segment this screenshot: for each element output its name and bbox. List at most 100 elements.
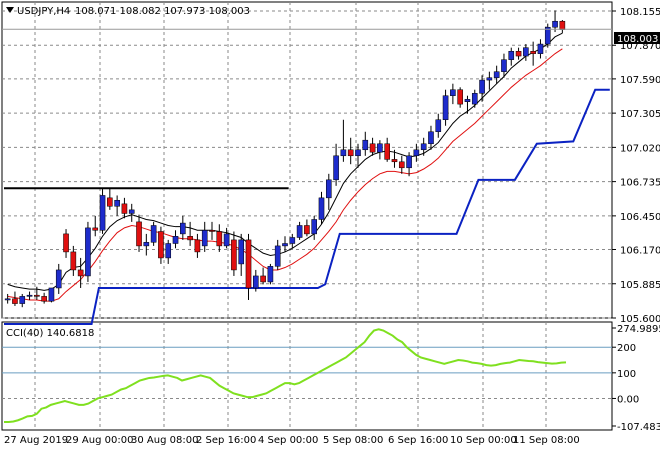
cci-tick-label: 274.9895 [617,324,660,335]
candle-body [340,149,347,157]
candle-body [260,275,266,283]
candle-body [355,149,361,157]
candle-body [172,236,179,244]
candle-body [486,77,493,81]
candle-body [362,139,369,151]
candle-body [85,227,91,277]
ohlc-label: 108.071 108.082 107.973 108.003 [75,6,250,17]
cci-tick-label: 200 [617,343,636,354]
candle-body [347,149,354,157]
candle-body [515,51,522,57]
price-tick-label: 106.450 [620,212,660,223]
grid [2,2,612,430]
time-tick-label: 30 Aug 08:00 [131,435,198,446]
price-tag: 108.003 [617,34,658,45]
cci-axis: 274.9895 200 100 0.00 -107.4838 [612,324,660,433]
candle-body [325,179,332,199]
candle-body [435,119,442,133]
price-tag-box [614,32,660,44]
ma-red-line [7,48,563,302]
time-tick-label: 10 Sep 00:00 [450,435,517,446]
candle-body [107,197,113,207]
candle-body [231,239,237,271]
candle-body [384,143,390,160]
candle-body [150,225,157,243]
candle-body [114,199,120,207]
candle-body [136,221,142,247]
cci-line [4,328,567,424]
candle-body [501,59,507,72]
candle-body [216,231,223,247]
candle-body [282,243,288,247]
candle-body [333,155,339,181]
price-tick-label: 107.870 [620,41,660,52]
candle-body [63,233,69,253]
candle-body [523,47,529,57]
candle-body [187,236,193,241]
symbol-label: USDJPY,H4 [17,6,70,17]
candle-body [55,269,62,289]
candle-body [34,294,40,297]
cci-panel [1,321,613,431]
cci-tick-label: -107.4838 [617,422,660,433]
price-tick-label: 107.590 [620,75,660,86]
candle-body [479,79,485,94]
candle-body [121,203,128,214]
candle-body [223,233,230,247]
candle-body [544,26,551,45]
collapse-triangle-icon[interactable] [6,7,14,13]
candle-body [253,275,259,289]
candle-body [48,287,55,302]
candle-body [77,269,84,277]
candle-body [398,161,405,169]
price-panel [1,1,613,319]
candle-body [289,237,296,244]
candle-body [413,149,420,157]
cci-tick-label: 0.00 [617,394,639,405]
price-tick-label: 106.170 [620,246,660,257]
candle-body [406,155,412,169]
candle-body [194,239,201,253]
candle-body [471,93,478,105]
candle-body [464,99,471,102]
candle-body [450,89,456,96]
cci-tick-label: 100 [617,369,636,380]
price-tick-label: 107.305 [620,109,660,120]
price-axis: 108.155 107.870 107.590 107.305 107.020 106.7… [612,7,660,325]
candle-body [201,230,208,247]
candle-body [318,197,325,220]
time-tick-label: 4 Sep 00:00 [258,435,318,446]
time-tick-label: 11 Sep 08:00 [513,435,580,446]
candle-body [41,296,47,302]
candle-body [311,219,317,235]
candle-body [209,230,215,232]
candle-body [559,20,566,30]
candle-body [165,243,172,259]
cci-series [4,328,567,424]
candle-body [128,209,135,214]
candle-body [238,239,245,265]
time-tick-label: 5 Sep 08:00 [323,435,383,446]
candle-body [180,222,186,235]
price-tick-label: 105.885 [620,280,660,291]
candle-body [508,51,515,60]
cci-header: CCI(40) 140.6818 [6,328,94,339]
price-tick-label: 105.600 [620,314,660,325]
candle-body [296,225,303,238]
candle-body [26,294,33,297]
candle-body [267,266,274,283]
candle-body [530,51,536,54]
candle-body [420,143,427,151]
candle-body [428,131,434,145]
price-tick-label: 107.020 [620,143,660,154]
candle-body [4,298,11,301]
candle-body [369,143,376,153]
time-tick-label: 27 Aug 2019 [4,435,68,446]
support-line [4,88,610,326]
candle-body [442,95,449,120]
candle-body [12,298,18,304]
candle-body [143,242,150,247]
candle-body [158,231,164,259]
